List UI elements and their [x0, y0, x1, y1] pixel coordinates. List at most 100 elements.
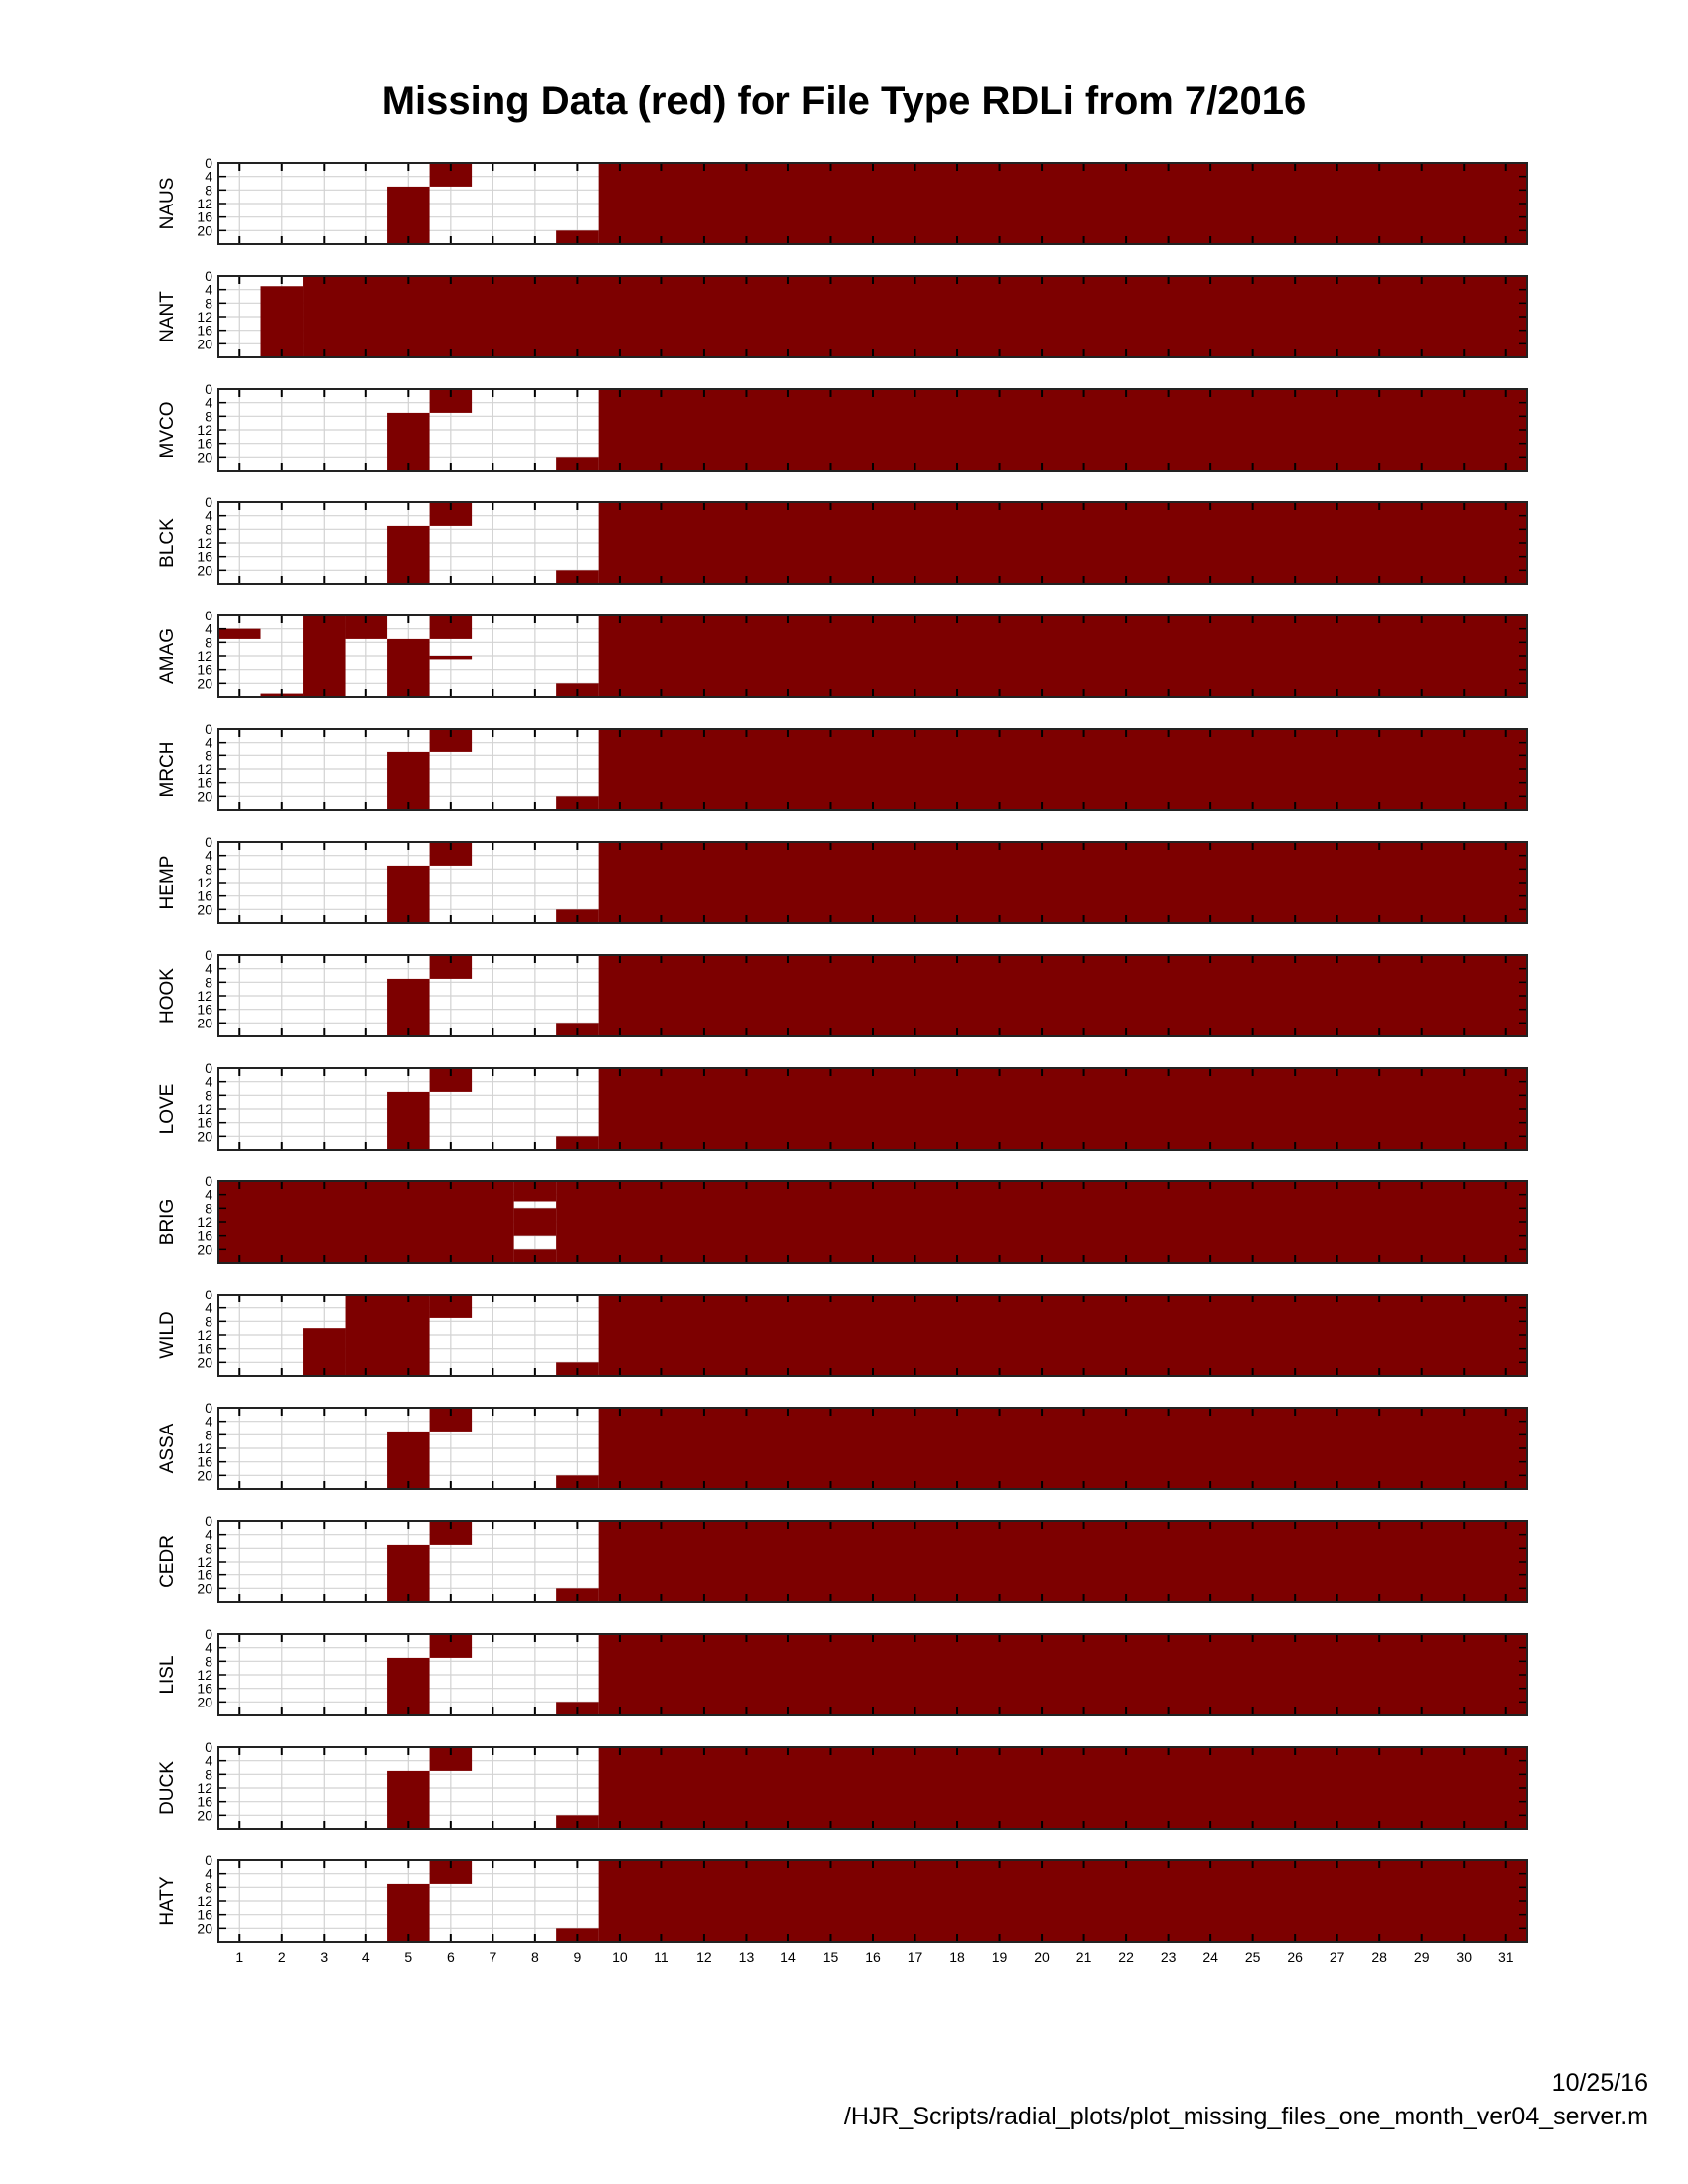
y-tick-label: 12 [197, 1101, 212, 1117]
missing-block [598, 163, 1527, 244]
y-tick-label: 12 [197, 196, 212, 211]
panel-frame [217, 1520, 1528, 1603]
missing-block [387, 1544, 430, 1602]
y-tick-label: 20 [197, 1920, 212, 1936]
y-tick-label: 4 [205, 1866, 212, 1882]
station-label: HATY [157, 1876, 178, 1926]
y-tick-label: 0 [205, 947, 212, 963]
y-tick-label: 8 [205, 295, 212, 311]
y-tick-label: 8 [205, 748, 212, 763]
station-label: HEMP [157, 856, 178, 910]
y-tick-label: 16 [197, 1794, 212, 1810]
x-tick-label: 18 [949, 1949, 965, 1965]
x-tick-label: 28 [1371, 1949, 1387, 1965]
panel-frame [217, 1067, 1528, 1151]
y-tick-label: 0 [205, 1513, 212, 1529]
x-tick-label: 5 [404, 1949, 412, 1965]
y-tick-label: 20 [197, 1015, 212, 1030]
panel-frame [217, 275, 1528, 358]
missing-block [429, 955, 473, 979]
y-tick-label: 8 [205, 1540, 212, 1556]
missing-block [387, 1091, 430, 1150]
y-tick-label: 16 [197, 1907, 212, 1923]
missing-block [429, 615, 473, 639]
missing-block [429, 1295, 473, 1318]
x-tick-label: 8 [531, 1949, 539, 1965]
y-tick-label: 8 [205, 1766, 212, 1782]
missing-block [387, 1431, 430, 1489]
y-tick-label: 0 [205, 1626, 212, 1642]
y-tick-label: 0 [205, 608, 212, 623]
missing-block [303, 615, 346, 697]
x-tick-label: 10 [612, 1949, 628, 1965]
y-tick-label: 0 [205, 834, 212, 850]
y-tick-label: 20 [197, 1241, 212, 1257]
y-tick-label: 20 [197, 336, 212, 351]
footer-date: 10/25/16 [1551, 2069, 1648, 2097]
station-label: HOOK [157, 968, 178, 1024]
missing-block [598, 1747, 1527, 1829]
y-tick-label: 16 [197, 662, 212, 678]
y-tick-label: 16 [197, 1454, 212, 1470]
y-tick-label: 20 [197, 788, 212, 804]
y-tick-label: 12 [197, 535, 212, 551]
y-tick-label: 0 [205, 1739, 212, 1755]
y-tick-label: 4 [205, 395, 212, 411]
x-tick-label: 4 [362, 1949, 370, 1965]
x-tick-label: 15 [823, 1949, 839, 1965]
missing-block [429, 1747, 473, 1771]
missing-block [345, 1295, 430, 1376]
y-tick-label: 16 [197, 1115, 212, 1131]
missing-block [387, 751, 430, 810]
y-tick-label: 16 [197, 323, 212, 339]
y-tick-label: 12 [197, 875, 212, 890]
x-tick-label: 14 [780, 1949, 796, 1965]
y-tick-label: 20 [197, 1580, 212, 1596]
y-tick-label: 12 [197, 422, 212, 438]
y-tick-label: 4 [205, 1753, 212, 1769]
y-tick-label: 12 [197, 1214, 212, 1230]
y-tick-label: 16 [197, 1002, 212, 1018]
panel-frame [217, 1746, 1528, 1830]
missing-block [218, 628, 261, 639]
y-tick-label: 20 [197, 1807, 212, 1823]
missing-block [387, 1657, 430, 1715]
station-label: CEDR [157, 1535, 178, 1588]
y-tick-label: 16 [197, 1228, 212, 1244]
y-tick-label: 4 [205, 961, 212, 977]
missing-block [387, 412, 430, 471]
station-label: BRIG [157, 1199, 178, 1245]
y-tick-label: 4 [205, 1300, 212, 1316]
missing-block [429, 1068, 473, 1092]
station-label: MRCH [157, 742, 178, 798]
x-tick-label: 24 [1202, 1949, 1218, 1965]
y-tick-label: 8 [205, 182, 212, 198]
y-tick-label: 12 [197, 1893, 212, 1909]
y-tick-label: 20 [197, 1694, 212, 1709]
panel-frame [217, 162, 1528, 245]
panel-frame [217, 1407, 1528, 1490]
station-label: LOVE [157, 1084, 178, 1135]
missing-block [429, 1408, 473, 1432]
y-tick-label: 20 [197, 1128, 212, 1144]
missing-block [429, 1634, 473, 1658]
y-tick-label: 0 [205, 155, 212, 171]
x-tick-label: 17 [908, 1949, 923, 1965]
missing-block [598, 615, 1527, 697]
footer-script-path: /HJR_Scripts/radial_plots/plot_missing_f… [843, 2103, 1648, 2130]
y-tick-label: 8 [205, 1313, 212, 1329]
missing-block [387, 638, 430, 697]
y-tick-label: 4 [205, 735, 212, 751]
y-tick-label: 4 [205, 621, 212, 637]
missing-block [429, 502, 473, 526]
